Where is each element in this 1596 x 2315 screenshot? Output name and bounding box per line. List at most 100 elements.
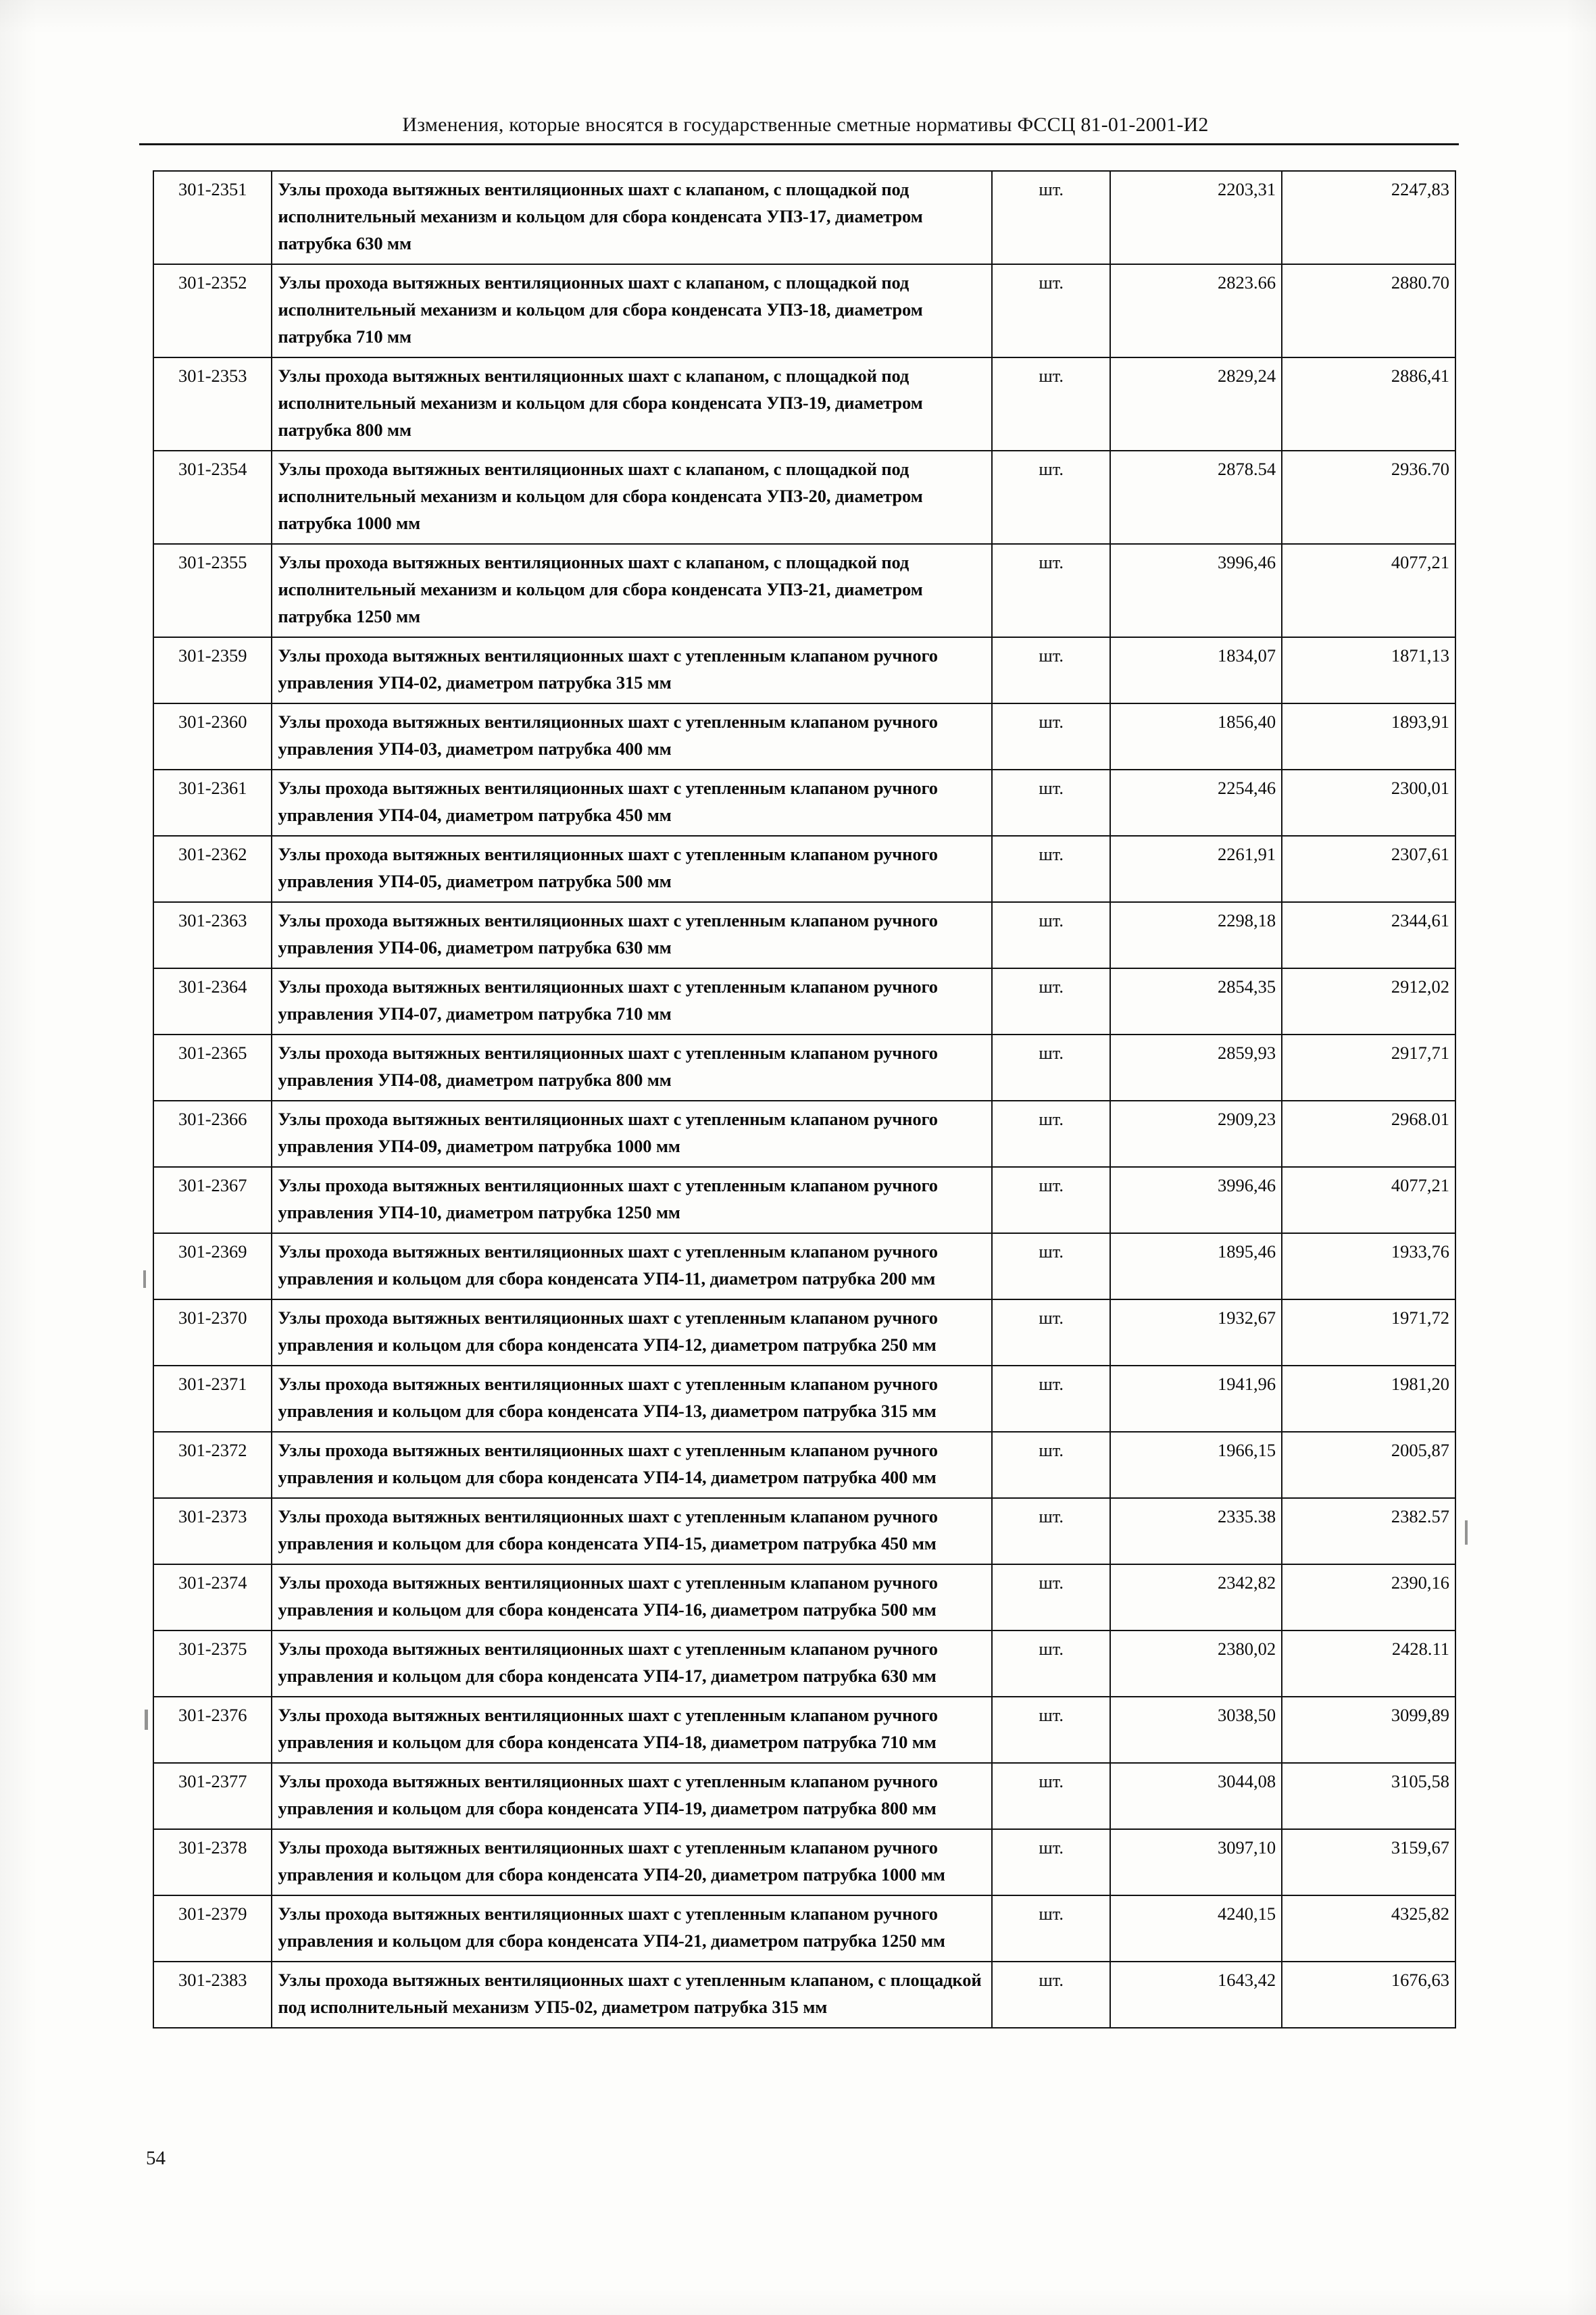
cell-item-code: 301-2360 (152, 703, 273, 770)
cell-price-base: 2254,46 (1109, 769, 1283, 837)
table-row: 301-2354 Узлы прохода вытяжных вентиляцио… (152, 450, 1456, 545)
cell-unit: шт. (991, 264, 1112, 358)
cell-item-code: 301-2353 (152, 357, 273, 451)
cell-item-code: 301-2378 (152, 1828, 273, 1896)
cell-price-base: 2909,23 (1109, 1100, 1283, 1168)
cell-unit: шт. (991, 901, 1112, 969)
cell-unit: шт. (991, 1696, 1112, 1764)
cell-price-total: 2886,41 (1281, 357, 1456, 451)
cell-item-code: 301-2383 (152, 1961, 273, 2028)
scan-artifact-speck (1465, 1520, 1468, 1545)
cell-description: Узлы прохода вытяжных вентиляционных шах… (271, 1034, 993, 1101)
cell-description: Узлы прохода вытяжных вентиляционных шах… (271, 1762, 993, 1830)
cell-item-code: 301-2362 (152, 835, 273, 903)
cell-price-total: 2880.70 (1281, 264, 1456, 358)
cell-item-code: 301-2355 (152, 543, 273, 638)
table-row: 301-2383 Узлы прохода вытяжных вентиляцио… (152, 1961, 1456, 2028)
cell-unit: шт. (991, 703, 1112, 770)
cell-unit: шт. (991, 1166, 1112, 1234)
table-row: 301-2374 Узлы прохода вытяжных вентиляцио… (152, 1564, 1456, 1631)
cell-description: Узлы прохода вытяжных вентиляционных шах… (271, 543, 993, 638)
cell-price-total: 1676,63 (1281, 1961, 1456, 2028)
cell-price-base: 2854,35 (1109, 968, 1283, 1035)
header-divider-rule (139, 143, 1459, 145)
running-header: Изменения, которые вносятся в государств… (157, 114, 1454, 140)
cell-item-code: 301-2351 (152, 170, 273, 265)
cell-item-code: 301-2367 (152, 1166, 273, 1234)
cell-price-base: 2342,82 (1109, 1564, 1283, 1631)
cell-price-total: 3159,67 (1281, 1828, 1456, 1896)
cell-description: Узлы прохода вытяжных вентиляционных шах… (271, 1696, 993, 1764)
cell-item-code: 301-2373 (152, 1497, 273, 1565)
cell-unit: шт. (991, 1431, 1112, 1499)
cell-unit: шт. (991, 357, 1112, 451)
cell-unit: шт. (991, 1828, 1112, 1896)
cell-description: Узлы прохода вытяжных вентиляционных шах… (271, 1299, 993, 1366)
table-row: 301-2375 Узлы прохода вытяжных вентиляцио… (152, 1630, 1456, 1697)
cell-item-code: 301-2364 (152, 968, 273, 1035)
table-row: 301-2371 Узлы прохода вытяжных вентиляцио… (152, 1365, 1456, 1433)
cell-description: Узлы прохода вытяжных вентиляционных шах… (271, 968, 993, 1035)
cell-item-code: 301-2379 (152, 1895, 273, 1962)
cell-item-code: 301-2370 (152, 1299, 273, 1366)
cell-unit: шт. (991, 1299, 1112, 1366)
table-row: 301-2379 Узлы прохода вытяжных вентиляцио… (152, 1895, 1456, 1962)
table-row: 301-2369 Узлы прохода вытяжных вентиляцио… (152, 1233, 1456, 1300)
cell-description: Узлы прохода вытяжных вентиляционных шах… (271, 835, 993, 903)
table-row: 301-2364 Узлы прохода вытяжных вентиляцио… (152, 968, 1456, 1035)
cell-description: Узлы прохода вытяжных вентиляционных шах… (271, 1497, 993, 1565)
running-header-text: Изменения, которые вносятся в государств… (402, 114, 1209, 136)
cell-item-code: 301-2361 (152, 769, 273, 837)
cell-unit: шт. (991, 170, 1112, 265)
cell-price-total: 2300,01 (1281, 769, 1456, 837)
cell-price-base: 2878.54 (1109, 450, 1283, 545)
cell-item-code: 301-2369 (152, 1233, 273, 1300)
table-row: 301-2366 Узлы прохода вытяжных вентиляцио… (152, 1100, 1456, 1168)
table-row: 301-2355 Узлы прохода вытяжных вентиляцио… (152, 543, 1456, 638)
cell-price-total: 3105,58 (1281, 1762, 1456, 1830)
cell-description: Узлы прохода вытяжных вентиляционных шах… (271, 170, 993, 265)
cell-price-total: 1893,91 (1281, 703, 1456, 770)
cell-price-base: 3996,46 (1109, 543, 1283, 638)
cell-price-total: 2307,61 (1281, 835, 1456, 903)
cell-price-base: 2829,24 (1109, 357, 1283, 451)
cell-unit: шт. (991, 1630, 1112, 1697)
cell-item-code: 301-2376 (152, 1696, 273, 1764)
table-row: 301-2367 Узлы прохода вытяжных вентиляцио… (152, 1166, 1456, 1234)
cell-unit: шт. (991, 835, 1112, 903)
cell-price-total: 2344,61 (1281, 901, 1456, 969)
cell-price-base: 2823.66 (1109, 264, 1283, 358)
price-norms-table: 301-2351 Узлы прохода вытяжных вентиляцио… (152, 170, 1456, 2028)
cell-price-total: 2390,16 (1281, 1564, 1456, 1631)
cell-price-total: 4077,21 (1281, 1166, 1456, 1234)
cell-item-code: 301-2366 (152, 1100, 273, 1168)
price-table-body: 301-2351 Узлы прохода вытяжных вентиляцио… (152, 170, 1456, 2028)
cell-price-base: 2298,18 (1109, 901, 1283, 969)
cell-description: Узлы прохода вытяжных вентиляционных шах… (271, 1233, 993, 1300)
cell-item-code: 301-2375 (152, 1630, 273, 1697)
table-row: 301-2365 Узлы прохода вытяжных вентиляцио… (152, 1034, 1456, 1101)
cell-description: Узлы прохода вытяжных вентиляционных шах… (271, 1100, 993, 1168)
cell-description: Узлы прохода вытяжных вентиляционных шах… (271, 1961, 993, 2028)
cell-unit: шт. (991, 1365, 1112, 1433)
cell-item-code: 301-2372 (152, 1431, 273, 1499)
cell-price-base: 3038,50 (1109, 1696, 1283, 1764)
page-number: 54 (146, 2147, 166, 2169)
cell-price-total: 2247,83 (1281, 170, 1456, 265)
cell-item-code: 301-2365 (152, 1034, 273, 1101)
table-row: 301-2352 Узлы прохода вытяжных вентиляцио… (152, 264, 1456, 358)
cell-price-base: 2859,93 (1109, 1034, 1283, 1101)
cell-item-code: 301-2377 (152, 1762, 273, 1830)
cell-unit: шт. (991, 1961, 1112, 2028)
table-row: 301-2378 Узлы прохода вытяжных вентиляцио… (152, 1828, 1456, 1896)
cell-price-base: 1643,42 (1109, 1961, 1283, 2028)
cell-price-base: 2380,02 (1109, 1630, 1283, 1697)
cell-price-total: 1933,76 (1281, 1233, 1456, 1300)
cell-description: Узлы прохода вытяжных вентиляционных шах… (271, 1564, 993, 1631)
cell-description: Узлы прохода вытяжных вентиляционных шах… (271, 450, 993, 545)
cell-unit: шт. (991, 1497, 1112, 1565)
table-row: 301-2370 Узлы прохода вытяжных вентиляцио… (152, 1299, 1456, 1366)
cell-price-total: 2968.01 (1281, 1100, 1456, 1168)
cell-price-base: 3097,10 (1109, 1828, 1283, 1896)
